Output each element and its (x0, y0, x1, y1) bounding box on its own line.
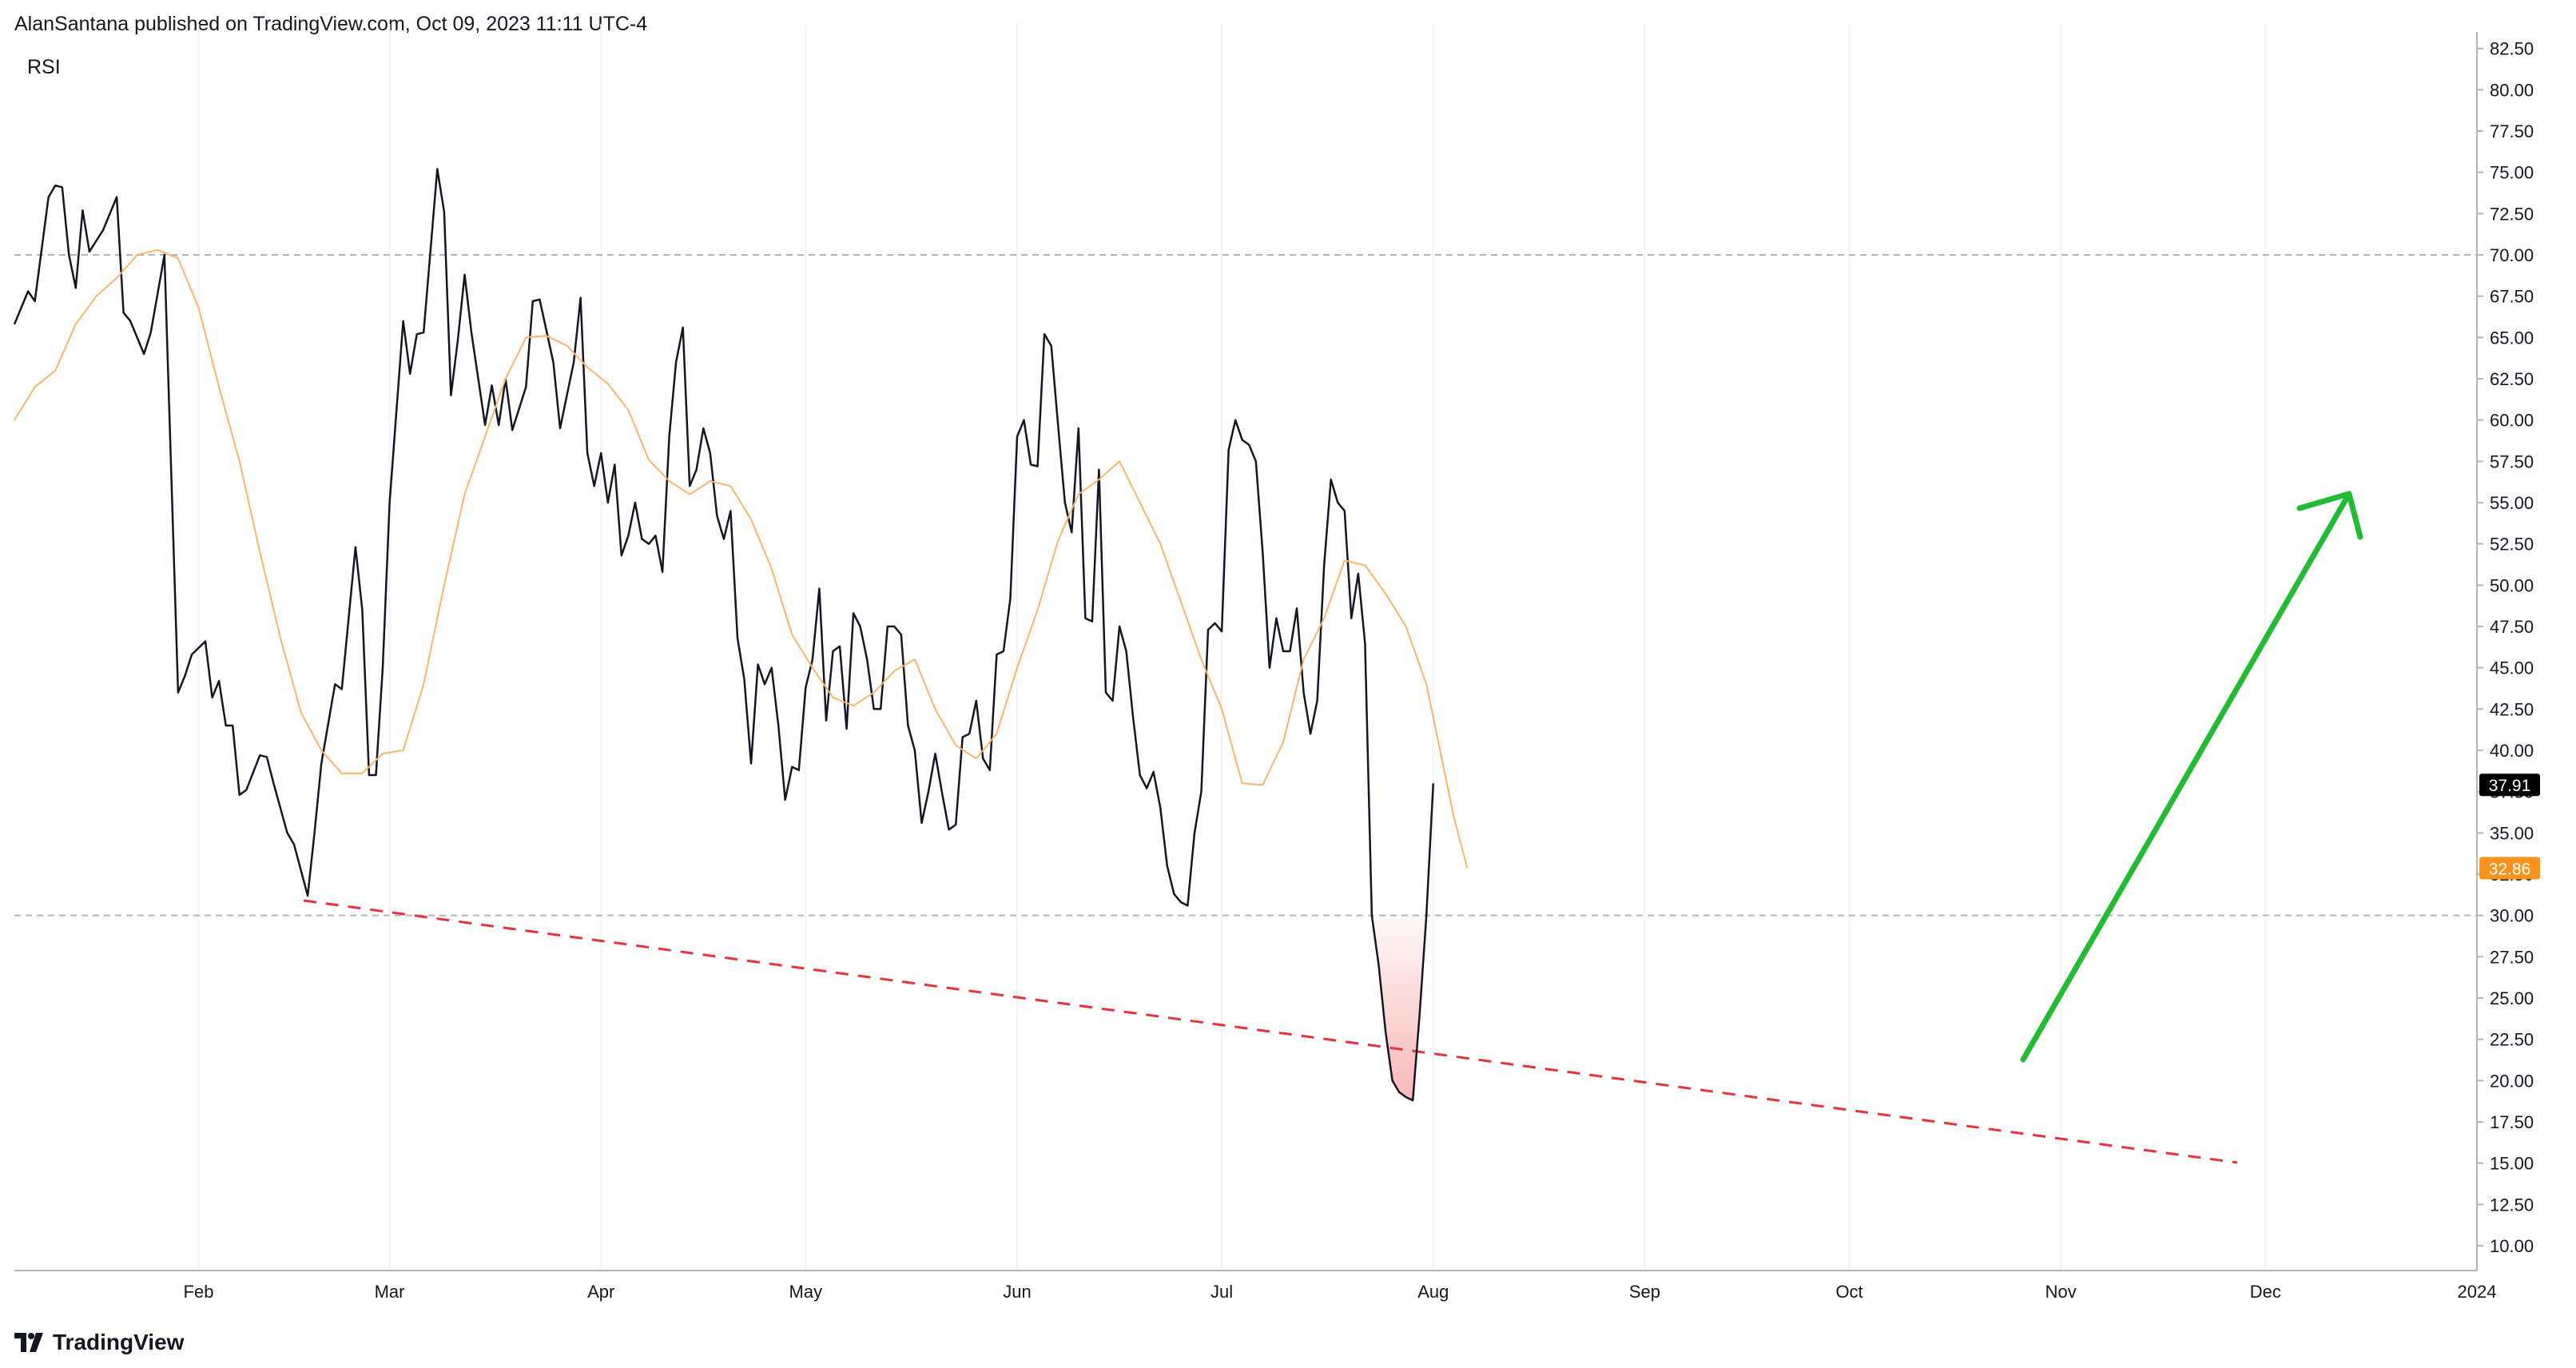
y-tick-label: 15.00 (2490, 1154, 2534, 1174)
y-tick-label: 72.50 (2490, 204, 2534, 224)
y-tick-label: 82.50 (2490, 39, 2534, 59)
x-tick-label: Apr (587, 1282, 614, 1302)
y-tick-label: 22.50 (2490, 1030, 2534, 1050)
y-tick-label: 35.00 (2490, 823, 2534, 843)
x-tick-label: Sep (1629, 1282, 1660, 1302)
x-tick-label: Aug (1417, 1282, 1449, 1302)
y-tick-label: 10.00 (2490, 1236, 2534, 1256)
oversold-fill (1371, 915, 1427, 1101)
last-rsi-badge-bg (2479, 773, 2540, 797)
up-arrow-head (2296, 491, 2363, 540)
x-tick-label: 2024 (2458, 1282, 2497, 1302)
y-tick-label: 45.00 (2490, 658, 2534, 678)
last-ma-badge: 32.86 (2489, 861, 2531, 879)
y-tick-label: 27.50 (2490, 947, 2534, 967)
y-tick-label: 80.00 (2490, 80, 2534, 100)
y-tick-label: 47.50 (2490, 617, 2534, 637)
x-tick-label: Feb (184, 1282, 214, 1302)
publisher-line: AlanSantana published on TradingView.com… (14, 13, 648, 35)
y-tick-label: 60.00 (2490, 411, 2534, 431)
x-tick-label: Jul (1210, 1282, 1233, 1302)
y-tick-label: 12.50 (2490, 1195, 2534, 1215)
series-layer (13, 168, 1469, 1102)
y-tick-label: 55.00 (2490, 493, 2534, 513)
rsi-ma-series-line (14, 249, 1469, 869)
y-tick-label: 57.50 (2490, 451, 2534, 471)
y-tick-label: 20.00 (2490, 1071, 2534, 1091)
y-tick-label: 52.50 (2490, 535, 2534, 555)
tradingview-wordmark: TradingView (53, 1330, 185, 1354)
y-tick-label: 70.00 (2490, 245, 2534, 265)
last-value-badges: 37.91 32.86 (2479, 773, 2540, 880)
x-tick-label: Dec (2250, 1282, 2281, 1302)
oversold-highlight (1371, 915, 1427, 1101)
rsi-series-line (13, 168, 1435, 1102)
indicator-title: RSI (27, 56, 61, 78)
x-tick-label: Nov (2045, 1282, 2077, 1302)
y-tick-label: 30.00 (2490, 906, 2534, 926)
axes: Feb Mar Apr May Jun Jul Aug Sep Oct Nov Dec 2024 82.… (14, 32, 2534, 1302)
tradingview-logo-icon (14, 1333, 43, 1352)
x-tick-label: Oct (1835, 1282, 1862, 1302)
y-tick-label: 75.00 (2490, 163, 2534, 183)
y-tick-label: 50.00 (2490, 575, 2534, 595)
y-tick-label: 42.50 (2490, 699, 2534, 719)
y-tick-label: 40.00 (2490, 741, 2534, 761)
last-ma-badge-bg (2479, 857, 2540, 880)
x-tick-label: Mar (375, 1282, 405, 1302)
tradingview-brand[interactable]: TradingView (14, 1326, 184, 1358)
x-tick-label: May (789, 1282, 823, 1302)
y-tick-label: 17.50 (2490, 1112, 2534, 1132)
y-tick-label: 65.00 (2490, 328, 2534, 348)
x-tick-label: Jun (1003, 1282, 1031, 1302)
support-trendline (303, 899, 2238, 1164)
up-arrow-shaft (2020, 491, 2352, 1063)
y-tick-label: 67.50 (2490, 287, 2534, 307)
level-lines (14, 254, 2477, 917)
annotations (303, 491, 2363, 1164)
grid-layer (197, 24, 2267, 1271)
last-rsi-badge: 37.91 (2489, 777, 2531, 795)
y-tick-label: 25.00 (2490, 988, 2534, 1008)
y-tick-label: 62.50 (2490, 369, 2534, 389)
y-tick-label: 77.50 (2490, 121, 2534, 141)
